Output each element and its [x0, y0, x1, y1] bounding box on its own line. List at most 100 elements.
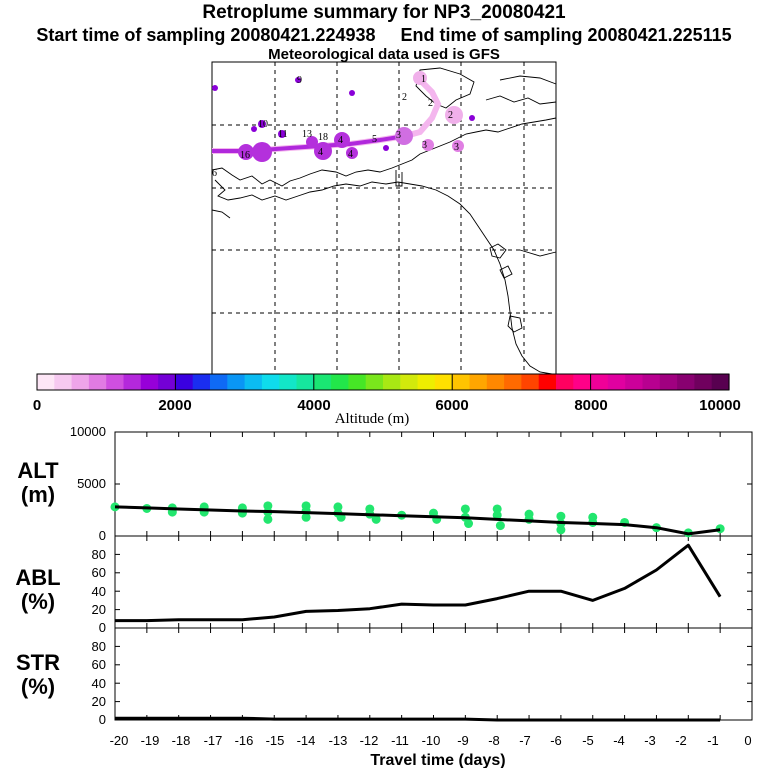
colorbar-swatch — [88, 374, 107, 390]
alt-scatter-point — [495, 521, 505, 531]
alt-series-line — [114, 505, 721, 536]
plume-circle — [258, 120, 266, 128]
plume-circle — [452, 140, 464, 152]
plume-label: 6 — [212, 168, 217, 179]
colorbar-swatch — [140, 374, 159, 390]
x-tick-label: -15 — [266, 733, 285, 748]
plume-circle — [278, 130, 286, 138]
plume-label: 10 — [258, 119, 268, 130]
plume-circle — [314, 142, 332, 160]
plume-label: 4 — [348, 149, 353, 160]
alt-scatter-point — [464, 519, 474, 529]
alt-ytick-label: 10000 — [70, 424, 106, 439]
plume-circle — [346, 147, 358, 159]
y-ticks — [115, 431, 752, 721]
x-ticks — [114, 432, 753, 720]
alt-ytick-label: 5000 — [77, 476, 106, 491]
x-tick-label: -10 — [422, 733, 441, 748]
x-tick-label: -9 — [457, 733, 469, 748]
colorbar-swatch — [625, 374, 644, 390]
x-tick-label: -18 — [172, 733, 191, 748]
colorbar-swatch — [313, 374, 332, 390]
page-title: Retroplume summary for NP3_20080421 — [202, 2, 566, 23]
alt-scatter-point — [492, 510, 502, 520]
y-tick-labels: 10000 5000 0 80 60 40 20 0 80 60 40 20 0 — [70, 424, 106, 727]
alt-scatter-point — [556, 511, 566, 521]
colorbar-tick-label: 0 — [33, 397, 41, 414]
colorbar-swatch — [365, 374, 384, 390]
plume-label: 18 — [318, 132, 328, 143]
altitude-colorbar — [37, 374, 730, 390]
end-time-label: End time of sampling 20080421.225115 — [400, 25, 732, 45]
plume-circle — [238, 144, 254, 160]
colorbar-swatch — [452, 374, 471, 390]
x-tick-label: -16 — [235, 733, 254, 748]
alt-scatter — [110, 501, 725, 538]
plume-circle — [295, 77, 301, 83]
alt-scatter-point — [556, 525, 566, 535]
plume-label: 2 — [402, 92, 407, 103]
x-tick-labels: -20 -19 -18 -17 -16 -15 -14 -13 -12 -11 … — [110, 733, 752, 748]
colorbar-swatch — [556, 374, 574, 390]
abl-ytick-label: 80 — [92, 547, 106, 562]
plume-circle — [252, 142, 272, 162]
abl-ytick-label: 40 — [92, 584, 106, 599]
x-tick-label: -11 — [391, 733, 409, 748]
panel-titles: ALT (m) ABL (%) STR (%) — [15, 458, 60, 699]
colorbar-swatch — [54, 374, 73, 390]
colorbar-swatch — [469, 374, 488, 390]
colorbar-swatch — [227, 374, 246, 390]
map-panel: 1 2 2 2 3 3 3 4 4 4 5 6 9 10 11 13 16 18 — [211, 61, 557, 375]
colorbar-swatch — [158, 374, 176, 390]
x-tick-label: -17 — [204, 733, 223, 748]
colorbar-swatch — [192, 374, 211, 390]
colorbar-swatch — [296, 374, 315, 390]
plume-circle — [413, 71, 427, 85]
plume-label: 3 — [454, 142, 459, 153]
str-ytick-label: 80 — [92, 639, 106, 654]
plume-label: 11 — [278, 129, 288, 140]
colorbar-swatch — [521, 374, 540, 390]
colorbar-swatch — [71, 374, 90, 390]
colorbar-swatch — [417, 374, 436, 390]
plume-label: 16 — [240, 150, 250, 161]
x-tick-label: -6 — [550, 733, 562, 748]
x-tick-label: -12 — [360, 733, 379, 748]
colorbar-swatch — [383, 374, 401, 390]
plume-label: 9 — [297, 75, 302, 86]
x-tick-label: -3 — [644, 733, 656, 748]
alt-scatter-point — [263, 501, 273, 511]
plume-circle — [469, 115, 475, 121]
colorbar-swatch — [434, 374, 453, 390]
colorbar-swatch — [331, 374, 349, 390]
alt-scatter-point — [110, 502, 120, 512]
x-tick-label: -2 — [675, 733, 687, 748]
x-tick-label: -5 — [582, 733, 594, 748]
colorbar-tick-labels: 0 2000 4000 6000 8000 10000 — [33, 397, 741, 414]
plume-label: 3 — [396, 130, 401, 141]
colorbar-swatch — [348, 374, 367, 390]
x-tick-label: -7 — [519, 733, 531, 748]
alt-scatter-point — [371, 514, 381, 524]
colorbar-tick-label: 8000 — [574, 397, 607, 414]
colorbar-swatch — [37, 374, 55, 390]
plume-label: 3 — [422, 140, 427, 151]
str-panel-unit: (%) — [21, 674, 55, 699]
alt-scatter-point — [492, 504, 502, 514]
str-ytick-label: 20 — [92, 694, 106, 709]
alt-panel-title: ALT — [17, 458, 59, 483]
abl-ytick-label: 0 — [99, 620, 106, 635]
plume-circle — [334, 132, 350, 148]
abl-panel-unit: (%) — [21, 589, 55, 614]
plume-circle — [445, 106, 463, 124]
plume-circle — [306, 136, 318, 148]
met-data-label: Meteorological data used is GFS — [268, 46, 500, 63]
x-tick-label: -19 — [141, 733, 160, 748]
alt-panel-unit: (m) — [21, 482, 55, 507]
colorbar-swatch — [210, 374, 228, 390]
sampling-times: Start time of sampling 20080421.224938 E… — [0, 25, 768, 46]
colorbar-label: Altitude (m) — [335, 411, 410, 427]
alt-scatter-point — [301, 512, 311, 522]
colorbar-tick-label: 10000 — [699, 397, 741, 414]
